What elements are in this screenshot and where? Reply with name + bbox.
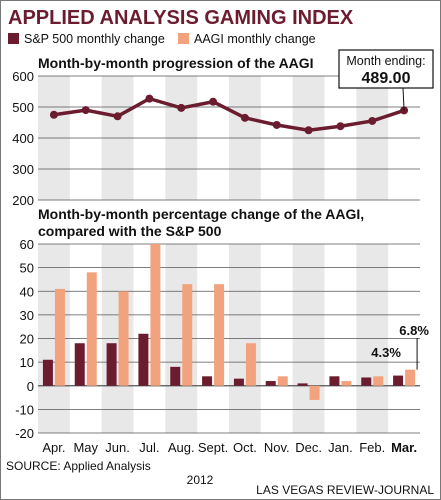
aagi-bar	[182, 284, 193, 386]
annotation-aagi: 6.8%	[399, 323, 429, 338]
legend-swatch-aagi	[178, 33, 189, 44]
legend-label-aagi: AAGI monthly change	[194, 32, 316, 46]
bar-chart-subtitle-line2: compared with the S&P 500	[38, 223, 222, 239]
data-point	[177, 103, 186, 112]
sp500-bar	[106, 343, 117, 386]
credit-line: LAS VEGAS REVIEW-JOURNAL	[256, 483, 434, 497]
y-tick-label: 10	[20, 355, 34, 370]
data-point	[272, 120, 281, 129]
x-tick-label: Oct.	[233, 440, 257, 455]
sp500-bar	[170, 366, 181, 386]
annotation-sp500: 4.3%	[371, 345, 401, 360]
aagi-bar	[373, 376, 384, 386]
aagi-bar	[118, 291, 129, 386]
y-tick-label: 500	[12, 100, 34, 115]
y-tick-label: 600	[12, 69, 34, 84]
aagi-bar	[86, 272, 97, 386]
x-tick-label: Dec.	[295, 440, 322, 455]
callout-value: 489.00	[362, 70, 411, 87]
data-point	[209, 97, 218, 106]
legend-swatch-sp500	[8, 33, 19, 44]
sp500-bar	[138, 333, 149, 386]
data-point	[304, 126, 313, 135]
y-tick-label: 60	[20, 237, 34, 252]
data-point	[336, 122, 345, 131]
x-tick-label: Nov.	[264, 440, 290, 455]
y-tick-label: 400	[12, 131, 34, 146]
x-tick-label: Aug.	[168, 440, 195, 455]
y-tick-label: 40	[20, 284, 34, 299]
y-tick-label: -10	[15, 402, 34, 417]
aagi-bar	[309, 385, 320, 400]
line-chart-subtitle: Month-by-month progression of the AAGI	[38, 55, 314, 71]
data-point	[145, 94, 154, 103]
y-tick-label: 200	[12, 193, 34, 208]
x-tick-label: Apr.	[42, 440, 65, 455]
x-tick-label: Jan.	[328, 440, 353, 455]
y-tick-label: 300	[12, 162, 34, 177]
sp500-bar	[74, 343, 85, 386]
callout-box	[338, 49, 434, 89]
aagi-bar	[214, 284, 225, 386]
chart-title: APPLIED ANALYSIS GAMING INDEX	[8, 7, 354, 29]
sp500-bar	[297, 383, 308, 386]
sp500-bar	[42, 359, 53, 386]
aagi-bar	[245, 343, 256, 386]
data-point	[113, 112, 122, 121]
callout-label: Month ending:	[346, 54, 425, 68]
data-point	[49, 110, 58, 119]
line-panel: 200 300 400 500 600 Month ending: 489.00	[12, 49, 434, 208]
year-label: 2012	[187, 473, 214, 487]
aagi-bar	[150, 244, 161, 386]
bar-chart-subtitle-line1: Month-by-month percentage change of the …	[38, 206, 364, 222]
x-tick-label: Feb.	[359, 440, 385, 455]
aagi-bar	[341, 381, 352, 386]
x-tick-label: Mar.	[391, 440, 417, 455]
x-tick-label: May	[73, 440, 98, 455]
y-tick-label: 50	[20, 261, 34, 276]
source-note: SOURCE: Applied Analysis	[6, 459, 151, 473]
sp500-bar	[393, 375, 404, 386]
legend: S&P 500 monthly change AAGI monthly chan…	[8, 32, 316, 46]
data-point	[368, 116, 377, 125]
aagi-bar	[277, 376, 288, 386]
aagi-bar	[54, 288, 65, 386]
callout-leader	[402, 87, 405, 111]
x-tick-label: Sept.	[198, 440, 228, 455]
data-point	[81, 106, 90, 115]
aagi-bar	[405, 369, 416, 386]
sp500-bar	[265, 381, 276, 386]
x-tick-label: Jul.	[139, 440, 159, 455]
sp500-bar	[202, 376, 213, 386]
sp500-bar	[361, 377, 372, 386]
bar-panel: -20 -10 0 10 20 30 40 50 60 4.3% 6.8% Apr. May Jun. Ju…	[15, 237, 429, 455]
y-tick-label: -20	[15, 426, 34, 441]
y-tick-label: 30	[20, 308, 34, 323]
legend-label-sp500: S&P 500 monthly change	[24, 32, 165, 46]
sp500-bar	[233, 378, 244, 386]
data-point	[240, 113, 249, 122]
aagi-line	[53, 96, 405, 132]
y-tick-label: 0	[27, 379, 34, 394]
sp500-bar	[329, 376, 340, 386]
x-tick-label: Jun.	[105, 440, 130, 455]
y-tick-label: 20	[20, 332, 34, 347]
